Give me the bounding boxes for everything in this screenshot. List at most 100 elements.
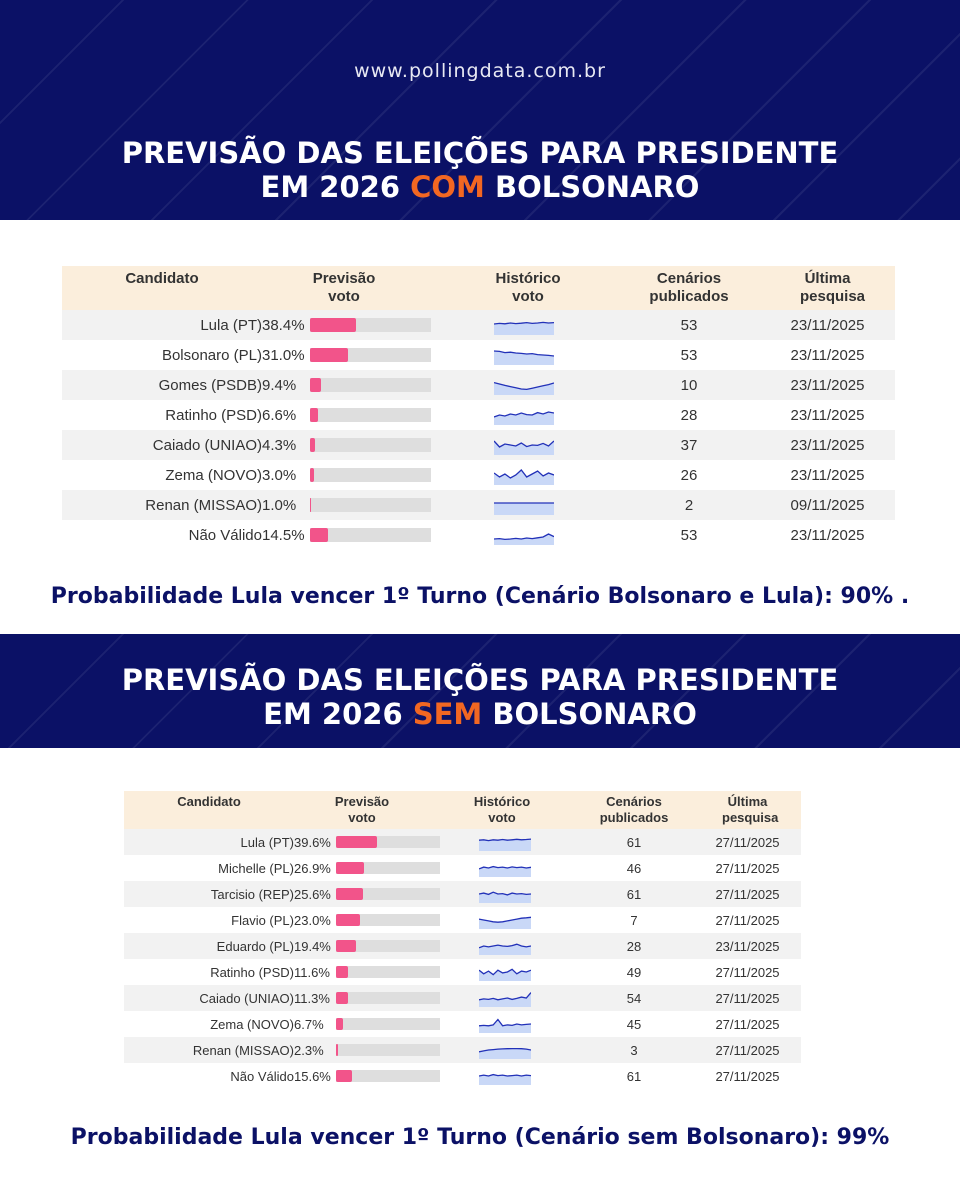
section1-title-pre: EM 2026 bbox=[260, 170, 411, 204]
last-poll-date: 27/11/2025 bbox=[694, 881, 801, 907]
history-sparkline bbox=[479, 1018, 531, 1033]
history-cell bbox=[446, 400, 618, 430]
vote-bar bbox=[310, 408, 318, 422]
scenarios-count: 7 bbox=[574, 907, 694, 933]
header-last-poll[interactable]: Última pesquisa bbox=[694, 791, 801, 829]
table-row[interactable]: Zema (NOVO) 3.0% 26 23/11/2025 bbox=[62, 460, 895, 490]
table-row[interactable]: Eduardo (PL) 19.4% 28 23/11/2025 bbox=[124, 933, 801, 959]
history-cell bbox=[446, 430, 618, 460]
header-scenarios[interactable]: Cenários publicados bbox=[618, 266, 760, 310]
table-row[interactable]: Lula (PT) 38.4% 53 23/11/2025 bbox=[62, 310, 895, 340]
vote-cell: 39.6% bbox=[294, 829, 444, 855]
candidate-name: Zema (NOVO) bbox=[124, 1011, 294, 1037]
header-vote-forecast[interactable]: Previsão voto bbox=[262, 266, 446, 310]
vote-percent: 15.6% bbox=[294, 1068, 331, 1084]
history-cell bbox=[444, 881, 574, 907]
scenarios-count: 3 bbox=[574, 1037, 694, 1063]
candidate-name: Renan (MISSAO) bbox=[62, 490, 262, 520]
table-row[interactable]: Lula (PT) 39.6% 61 27/11/2025 bbox=[124, 829, 801, 855]
table-row[interactable]: Caiado (UNIAO) 11.3% 54 27/11/2025 bbox=[124, 985, 801, 1011]
candidate-name: Michelle (PL) bbox=[124, 855, 294, 881]
header-last-poll[interactable]: Última pesquisa bbox=[760, 266, 895, 310]
sparkline-area bbox=[479, 992, 531, 1007]
table-row[interactable]: Renan (MISSAO) 1.0% 2 09/11/2025 bbox=[62, 490, 895, 520]
section2-title-line1: PREVISÃO DAS ELEIÇÕES PARA PRESIDENTE bbox=[121, 663, 839, 697]
last-poll-date: 27/11/2025 bbox=[694, 1063, 801, 1089]
history-cell bbox=[444, 933, 574, 959]
header-vote-forecast[interactable]: Previsão voto bbox=[294, 791, 444, 829]
vote-bar-track bbox=[336, 914, 440, 926]
sparkline-line bbox=[479, 1073, 531, 1077]
vote-percent: 25.6% bbox=[294, 886, 331, 902]
vote-bar-track bbox=[310, 468, 431, 482]
section2-title: PREVISÃO DAS ELEIÇÕES PARA PRESIDENTE EM… bbox=[0, 663, 960, 731]
header-candidate[interactable]: Candidato bbox=[62, 266, 262, 310]
last-poll-date: 23/11/2025 bbox=[760, 340, 895, 370]
header-scenarios[interactable]: Cenários publicados bbox=[574, 791, 694, 829]
sparkline-line bbox=[494, 381, 554, 391]
history-cell bbox=[444, 1037, 574, 1063]
section2-probability: Probabilidade Lula vencer 1º Turno (Cená… bbox=[70, 1125, 890, 1150]
history-cell bbox=[446, 520, 618, 550]
candidate-name: Ratinho (PSD) bbox=[62, 400, 262, 430]
vote-percent: 39.6% bbox=[294, 834, 331, 850]
history-cell bbox=[446, 460, 618, 490]
last-poll-date: 27/11/2025 bbox=[694, 1011, 801, 1037]
forecast-table: Candidato Previsão voto Histórico voto C… bbox=[62, 266, 895, 550]
header-candidate[interactable]: Candidato bbox=[124, 791, 294, 829]
vote-cell: 15.6% bbox=[294, 1063, 444, 1089]
table-row[interactable]: Não Válido 14.5% 53 23/11/2025 bbox=[62, 520, 895, 550]
table-row[interactable]: Renan (MISSAO) 2.3% 3 27/11/2025 bbox=[124, 1037, 801, 1063]
vote-bar-track bbox=[310, 318, 431, 332]
sparkline-line bbox=[494, 533, 554, 541]
table-row[interactable]: Bolsonaro (PL) 31.0% 53 23/11/2025 bbox=[62, 340, 895, 370]
vote-percent: 6.6% bbox=[262, 406, 297, 424]
vote-bar bbox=[310, 348, 348, 362]
vote-bar-track bbox=[310, 498, 431, 512]
history-sparkline bbox=[479, 968, 531, 981]
table-row[interactable]: Caiado (UNIAO) 4.3% 37 23/11/2025 bbox=[62, 430, 895, 460]
vote-bar-track bbox=[336, 862, 440, 874]
header-vote-history[interactable]: Histórico voto bbox=[446, 266, 618, 310]
table-row[interactable]: Tarcisio (REP) 25.6% 61 27/11/2025 bbox=[124, 881, 801, 907]
vote-bar bbox=[336, 862, 364, 874]
table-row[interactable]: Zema (NOVO) 6.7% 45 27/11/2025 bbox=[124, 1011, 801, 1037]
candidate-name: Tarcisio (REP) bbox=[124, 881, 294, 907]
vote-cell: 9.4% bbox=[262, 370, 446, 400]
vote-bar-track bbox=[336, 836, 440, 848]
table-row[interactable]: Ratinho (PSD) 6.6% 28 23/11/2025 bbox=[62, 400, 895, 430]
history-sparkline bbox=[494, 411, 554, 425]
section2-title-accent: SEM bbox=[412, 697, 483, 731]
history-cell bbox=[444, 1063, 574, 1089]
table-row[interactable]: Michelle (PL) 26.9% 46 27/11/2025 bbox=[124, 855, 801, 881]
scenarios-count: 28 bbox=[574, 933, 694, 959]
vote-percent: 9.4% bbox=[262, 376, 297, 394]
last-poll-date: 27/11/2025 bbox=[694, 829, 801, 855]
header-vote-history[interactable]: Histórico voto bbox=[444, 791, 574, 829]
candidate-name: Caiado (UNIAO) bbox=[62, 430, 262, 460]
history-sparkline bbox=[494, 502, 554, 515]
vote-bar bbox=[310, 378, 322, 392]
candidate-name: Lula (PT) bbox=[124, 829, 294, 855]
vote-cell: 23.0% bbox=[294, 907, 444, 933]
table-row[interactable]: Ratinho (PSD) 11.6% 49 27/11/2025 bbox=[124, 959, 801, 985]
table-row[interactable]: Não Válido 15.6% 61 27/11/2025 bbox=[124, 1063, 801, 1089]
candidate-name: Lula (PT) bbox=[62, 310, 262, 340]
vote-percent: 38.4% bbox=[262, 316, 305, 334]
vote-bar-track bbox=[336, 992, 440, 1004]
history-cell bbox=[444, 985, 574, 1011]
vote-cell: 25.6% bbox=[294, 881, 444, 907]
header-banner: www.pollingdata.com.br PREVISÃO DAS ELEI… bbox=[0, 0, 960, 220]
vote-bar-track bbox=[310, 408, 431, 422]
candidate-name: Caiado (UNIAO) bbox=[124, 985, 294, 1011]
vote-percent: 3.0% bbox=[262, 466, 297, 484]
vote-bar bbox=[310, 498, 312, 512]
vote-percent: 23.0% bbox=[294, 912, 331, 928]
vote-bar bbox=[336, 940, 357, 952]
history-cell bbox=[444, 855, 574, 881]
table-row[interactable]: Flavio (PL) 23.0% 7 27/11/2025 bbox=[124, 907, 801, 933]
section1-probability: Probabilidade Lula vencer 1º Turno (Cená… bbox=[50, 584, 910, 609]
history-sparkline bbox=[494, 350, 554, 365]
table-row[interactable]: Gomes (PSDB) 9.4% 10 23/11/2025 bbox=[62, 370, 895, 400]
site-url[interactable]: www.pollingdata.com.br bbox=[354, 60, 606, 82]
